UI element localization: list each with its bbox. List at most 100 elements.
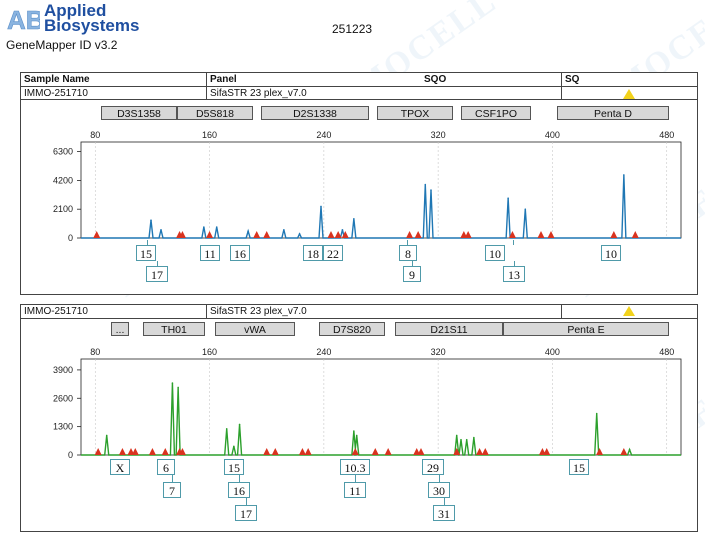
- allele-call-label[interactable]: 10: [601, 245, 621, 261]
- allele-call-label[interactable]: 29: [422, 459, 444, 475]
- allele-call-label[interactable]: 18: [303, 245, 323, 261]
- peak-mark: [203, 226, 205, 228]
- svg-text:AB: AB: [7, 5, 40, 33]
- marker-bin[interactable]: D7S820: [319, 322, 385, 336]
- size-standard-marker: [543, 448, 551, 455]
- allele-call-label[interactable]: 17: [146, 266, 168, 282]
- peak-mark: [507, 197, 509, 200]
- size-standard-marker: [178, 231, 186, 238]
- allele-call-label[interactable]: 11: [344, 482, 366, 498]
- allele-call-label[interactable]: 10.3: [340, 459, 370, 475]
- allele-call-label[interactable]: 15: [136, 245, 156, 261]
- size-standard-marker: [620, 448, 628, 455]
- y-tick-label: 6300: [53, 147, 73, 157]
- x-tick-label: 240: [316, 130, 331, 140]
- marker-bin[interactable]: CSF1PO: [461, 106, 531, 120]
- allele-call-label[interactable]: X: [110, 459, 130, 475]
- peak-mark: [238, 423, 241, 426]
- y-tick-label: 4200: [53, 175, 73, 185]
- size-standard-marker: [537, 231, 545, 238]
- size-standard-marker: [298, 448, 306, 455]
- allele-connector: [157, 261, 158, 266]
- allele-connector: [172, 475, 173, 482]
- size-standard-marker: [118, 448, 126, 455]
- size-standard-marker: [93, 231, 101, 238]
- allele-call-label[interactable]: 31: [433, 505, 455, 521]
- x-tick-label: 480: [659, 347, 674, 357]
- warning-triangle-icon: [623, 89, 635, 99]
- x-tick-label: 160: [202, 130, 217, 140]
- sq-header: SQ: [561, 73, 697, 86]
- peak-mark: [595, 412, 598, 415]
- allele-connector: [407, 240, 408, 245]
- allele-call-label[interactable]: 7: [163, 482, 181, 498]
- allele-connector: [444, 498, 445, 505]
- size-standard-marker: [417, 448, 425, 455]
- marker-bin[interactable]: ...: [111, 322, 129, 336]
- x-tick-label: 320: [431, 130, 446, 140]
- allele-call-label[interactable]: 10: [485, 245, 505, 261]
- marker-bin[interactable]: D21S11: [395, 322, 503, 336]
- size-standard-marker: [161, 448, 169, 455]
- x-tick-label: 240: [316, 347, 331, 357]
- marker-bin[interactable]: TPOX: [377, 106, 453, 120]
- peak-mark: [247, 230, 249, 232]
- size-standard-marker: [131, 448, 139, 455]
- peak-mark: [177, 386, 179, 389]
- allele-connector: [147, 240, 148, 245]
- allele-call-label[interactable]: 30: [428, 482, 450, 498]
- allele-connector: [412, 261, 413, 266]
- marker-bin[interactable]: Penta E: [503, 322, 669, 336]
- marker-bin[interactable]: TH01: [143, 322, 205, 336]
- brand-name: Applied Biosystems: [44, 1, 140, 35]
- sample-name-value: IMMO-251710: [24, 306, 88, 317]
- peak-mark: [353, 430, 355, 432]
- peak-mark: [341, 228, 344, 231]
- size-standard-marker: [341, 231, 349, 238]
- allele-call-label[interactable]: 15: [569, 459, 589, 475]
- software-version: GeneMapper ID v3.2: [6, 38, 118, 52]
- y-tick-label: 0: [68, 450, 73, 459]
- size-standard-marker: [476, 448, 484, 455]
- allele-call-label[interactable]: 13: [503, 266, 525, 282]
- size-standard-marker: [596, 448, 604, 455]
- peak-mark: [225, 428, 228, 430]
- allele-call-label[interactable]: 11: [200, 245, 220, 261]
- allele-connector: [239, 475, 240, 482]
- marker-bin[interactable]: D5S818: [177, 106, 253, 120]
- marker-bin[interactable]: vWA: [215, 322, 295, 336]
- size-standard-marker: [334, 231, 342, 238]
- size-standard-marker: [453, 448, 461, 455]
- peak-mark: [465, 438, 468, 441]
- plot-frame: [80, 141, 682, 239]
- allele-call-label[interactable]: 22: [323, 245, 343, 261]
- x-tick-label: 480: [659, 130, 674, 140]
- allele-call-label[interactable]: 8: [399, 245, 417, 261]
- peak-mark: [623, 174, 625, 176]
- size-standard-marker: [610, 231, 618, 238]
- size-standard-marker: [414, 231, 422, 238]
- electropherogram-chart-blue: 80 160 240 320 400 480 0 2100 4200 6300: [53, 130, 682, 243]
- allele-connector: [355, 475, 356, 482]
- size-standard-marker: [351, 448, 359, 455]
- marker-bin[interactable]: D3S1358: [101, 106, 177, 120]
- marker-bin[interactable]: Penta D: [557, 106, 669, 120]
- peak-mark: [283, 228, 285, 231]
- y-tick-label: 3900: [53, 365, 73, 375]
- size-standard-marker: [178, 448, 186, 455]
- x-tick-label: 400: [545, 347, 560, 357]
- marker-bin[interactable]: D2S1338: [261, 106, 369, 120]
- allele-call-label[interactable]: 17: [235, 505, 257, 521]
- y-tick-label: 2600: [53, 393, 73, 403]
- allele-call-label[interactable]: 16: [228, 482, 250, 498]
- electropherogram-panel-green: IMMO-251710 SifaSTR 23 plex_v7.0 ... TH0…: [20, 304, 698, 532]
- size-standard-marker: [327, 231, 335, 238]
- panel-header: Panel: [206, 73, 561, 86]
- allele-call-label[interactable]: 16: [230, 245, 250, 261]
- allele-call-label[interactable]: 6: [157, 459, 175, 475]
- y-tick-label: 1300: [53, 422, 73, 432]
- sq-value: [561, 305, 697, 318]
- allele-call-label[interactable]: 9: [403, 266, 421, 282]
- allele-call-label[interactable]: 15: [224, 459, 244, 475]
- peak-mark: [473, 436, 475, 439]
